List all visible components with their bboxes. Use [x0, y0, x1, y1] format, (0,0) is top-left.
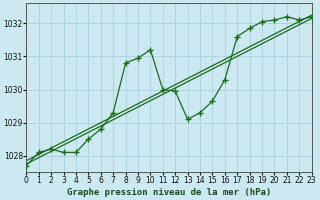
X-axis label: Graphe pression niveau de la mer (hPa): Graphe pression niveau de la mer (hPa): [67, 188, 271, 197]
